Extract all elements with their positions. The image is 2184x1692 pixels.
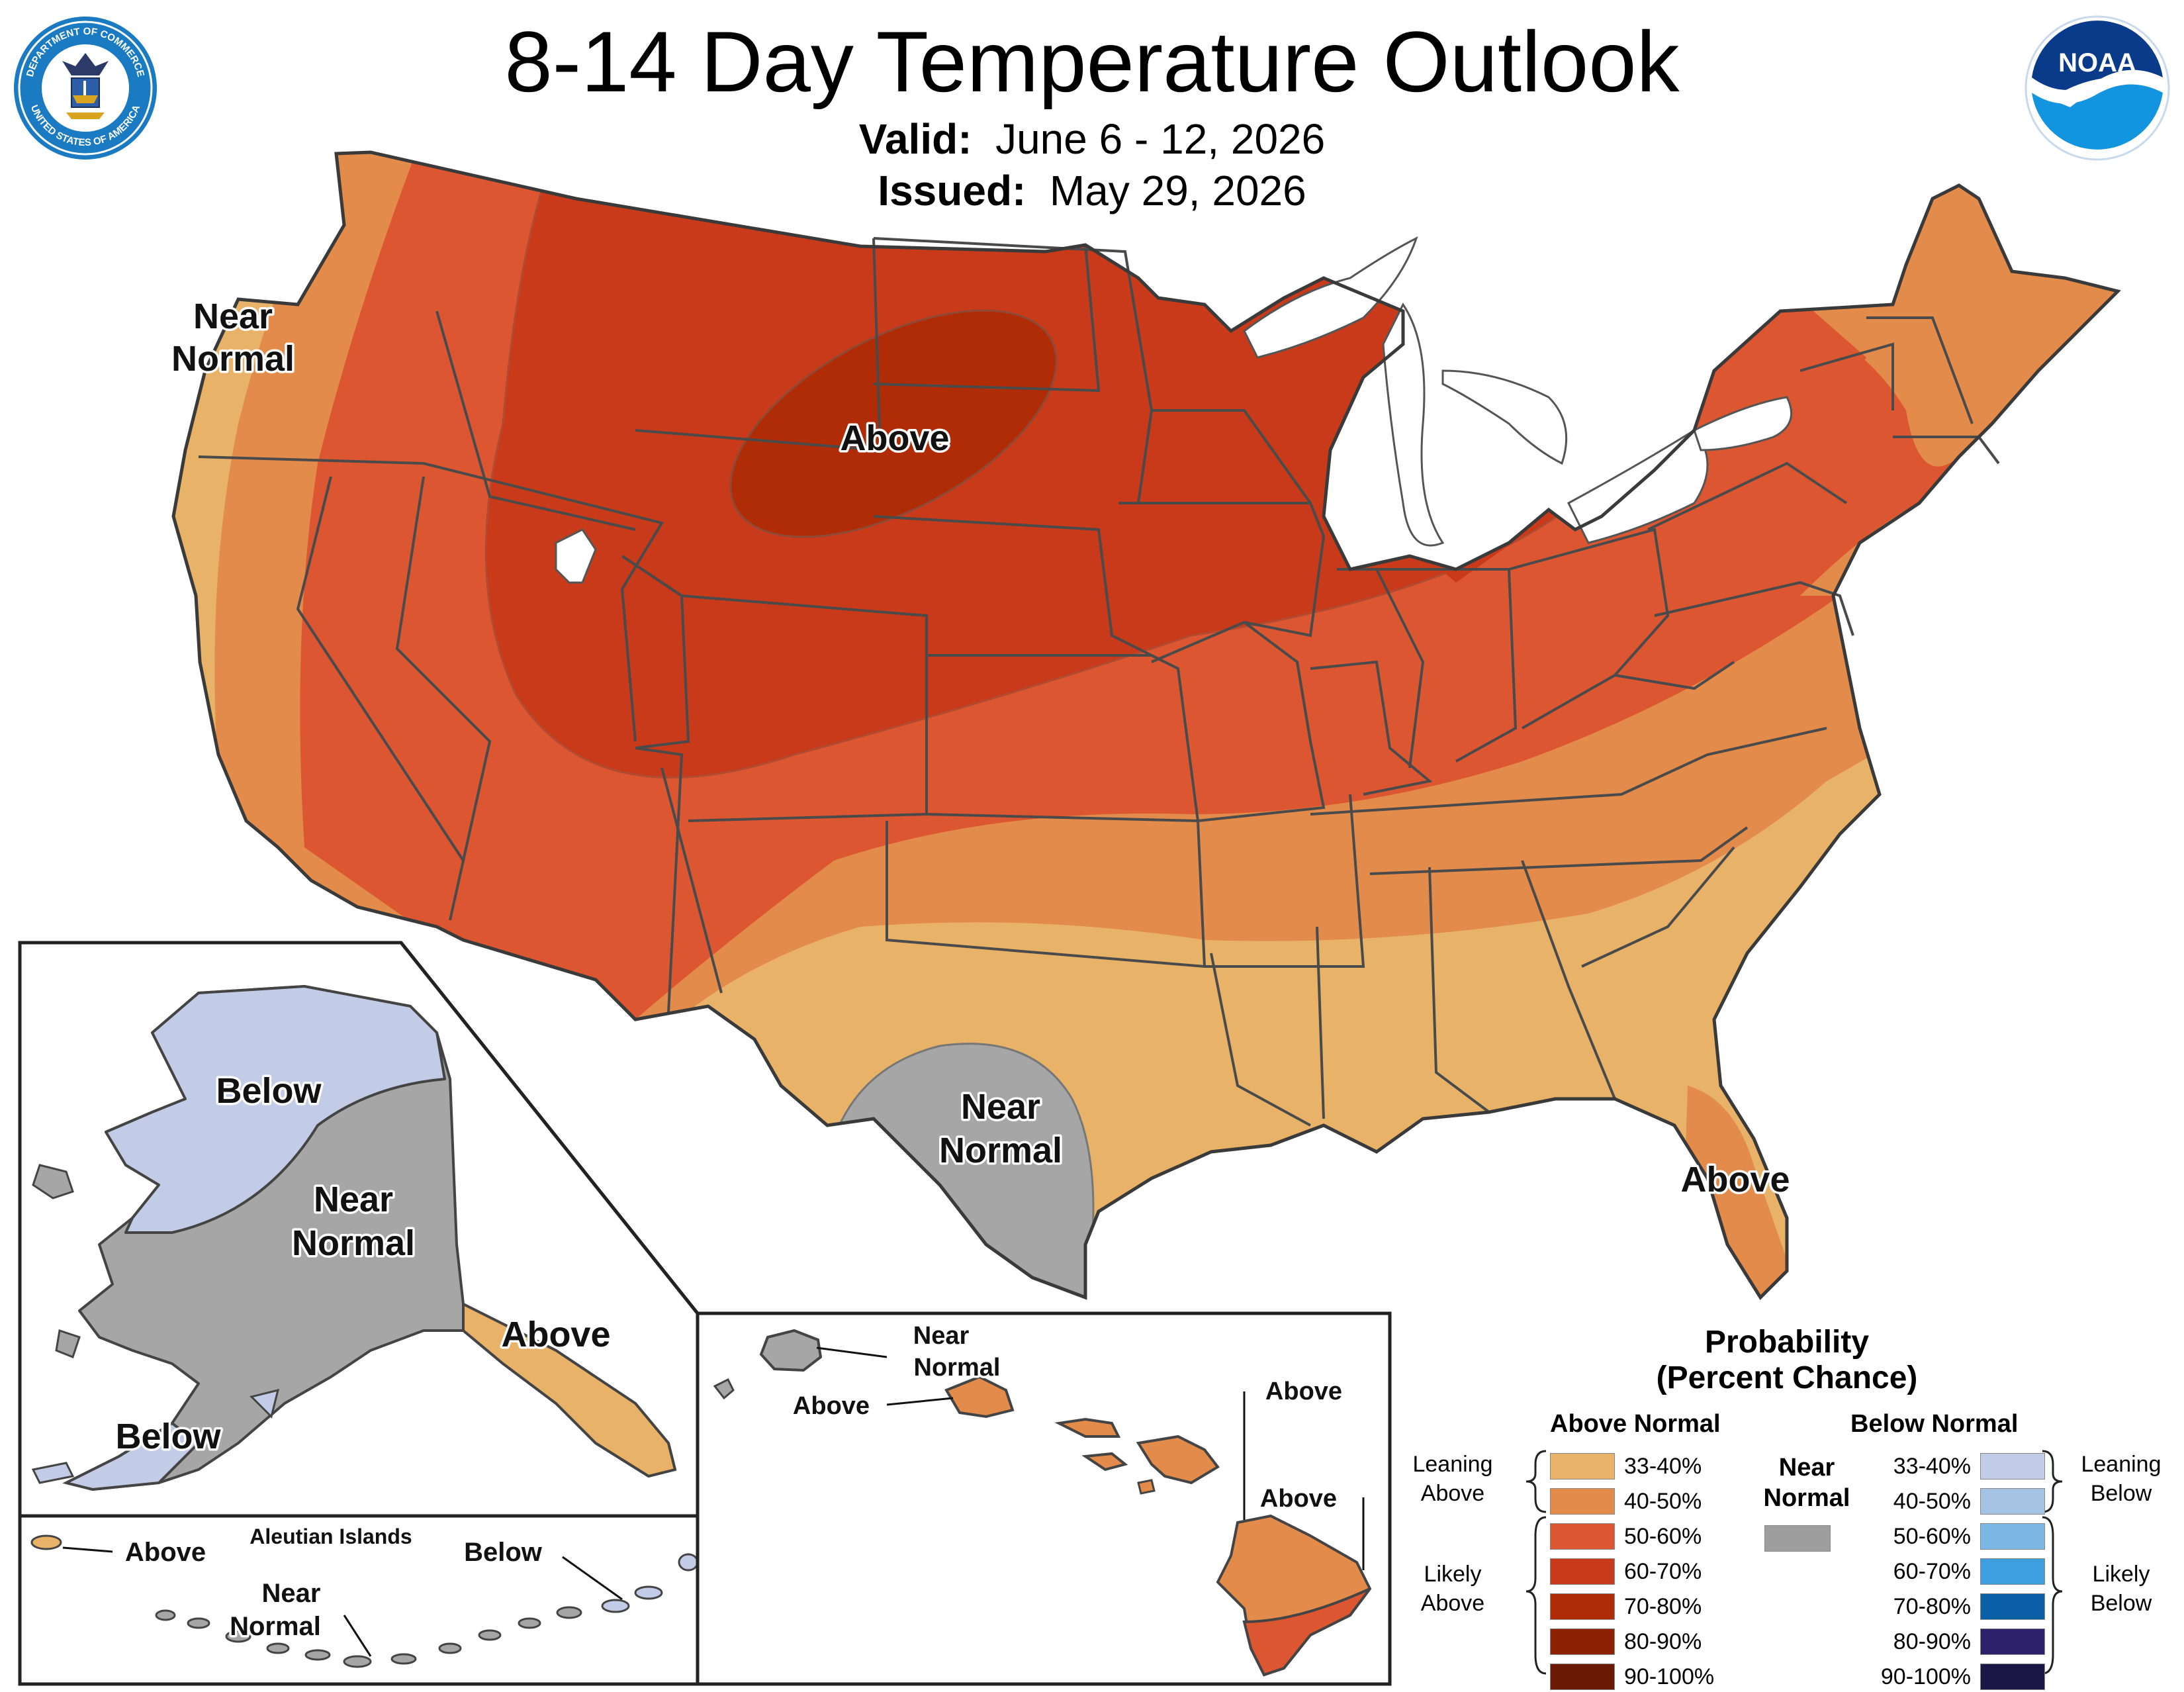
legend-above-row: 60-70% — [1550, 1556, 1702, 1587]
legend-above-row: 33-40% — [1550, 1451, 1702, 1481]
legend-likely-above: Likely Above — [1396, 1560, 1509, 1618]
label-above-center: Above — [840, 418, 949, 458]
legend-above-label: 33-40% — [1624, 1453, 1702, 1479]
legend-above-label: 60-70% — [1624, 1558, 1702, 1584]
issued-value: May 29, 2026 — [1049, 167, 1306, 214]
legend-above-label: 70-80% — [1624, 1593, 1702, 1619]
legend-leaning-below-2: Below — [2090, 1481, 2152, 1506]
legend-below-row: 90-100% — [1866, 1662, 2045, 1692]
legend-below-label: 40-50% — [1893, 1488, 1971, 1514]
label-near-normal-nw-2: Normal — [171, 339, 295, 379]
alaska-label-near-normal-1: Near — [314, 1180, 393, 1219]
label-near-normal-tx-1: Near — [961, 1087, 1040, 1127]
legend-braces — [1525, 1450, 2063, 1675]
aleutian-label-near-normal-1: Near — [262, 1579, 321, 1608]
aleutian-islands — [30, 1534, 699, 1668]
legend-above-label: 50-60% — [1624, 1523, 1702, 1549]
legend-above-row: 90-100% — [1550, 1662, 1714, 1692]
legend-near-normal-swatch — [1764, 1525, 1831, 1552]
legend-leaning-below-1: Leaning — [2081, 1452, 2161, 1477]
valid-value: June 6 - 12, 2026 — [995, 115, 1326, 163]
legend-below-header: Below Normal — [1850, 1410, 2019, 1438]
legend-likely-below-2: Below — [2090, 1591, 2152, 1616]
hawaii-label-near-normal-1: Near — [913, 1322, 970, 1350]
valid-label: Valid: — [858, 115, 972, 163]
legend-below-swatch — [1980, 1664, 2045, 1690]
alaska-inset: Below Near Normal Above Below — [18, 941, 1390, 1686]
hawaii-label-near-normal-2: Normal — [914, 1354, 1001, 1382]
state-boundaries — [198, 237, 2000, 1127]
legend-above-swatch — [1550, 1488, 1615, 1515]
legend-likely-above-1: Likely — [1424, 1562, 1482, 1587]
legend-below-label: 33-40% — [1893, 1453, 1971, 1479]
aleutian-label-below: Below — [464, 1538, 543, 1567]
legend-below-label: 50-60% — [1893, 1523, 1971, 1549]
legend-below-row: 33-40% — [1866, 1451, 2045, 1481]
legend-below-row: 60-70% — [1866, 1556, 2045, 1587]
legend-above-swatch — [1550, 1628, 1615, 1655]
alaska-label-below-sw: Below — [115, 1417, 221, 1456]
legend-below-swatch — [1980, 1558, 2045, 1585]
aleutian-label-above: Above — [125, 1538, 206, 1567]
legend-leaning-above-2: Above — [1420, 1481, 1485, 1506]
alaska-label-above-se: Above — [501, 1315, 610, 1354]
legend-near-header-2: Normal — [1763, 1484, 1850, 1512]
legend-above-row: 70-80% — [1550, 1591, 1702, 1622]
legend-above-swatch — [1550, 1593, 1615, 1620]
legend-below-swatch — [1980, 1593, 2045, 1620]
legend-title-1: Probability — [1704, 1325, 1870, 1360]
legend-above-header: Above Normal — [1550, 1410, 1721, 1438]
legend-below-label: 90-100% — [1880, 1664, 1971, 1689]
label-above-florida: Above — [1680, 1160, 1790, 1199]
legend-above-label: 40-50% — [1624, 1488, 1702, 1514]
issued-date: Issued: May 29, 2026 — [0, 165, 2184, 216]
legend-below-row: 40-50% — [1866, 1486, 2045, 1517]
label-near-normal-tx-2: Normal — [939, 1131, 1062, 1170]
legend-above-swatch — [1550, 1664, 1615, 1690]
noaa-logo: NOAA — [2025, 15, 2170, 161]
legend-above-label: 90-100% — [1624, 1664, 1715, 1689]
legend-leaning-above-1: Leaning — [1412, 1452, 1493, 1477]
legend-below-row: 80-90% — [1866, 1626, 2045, 1657]
probability-legend: Probability (Percent Chance) Above Norma… — [1403, 1324, 2171, 1690]
legend-likely-below: Likely Below — [2065, 1560, 2177, 1618]
legend-above-row: 40-50% — [1550, 1486, 1702, 1517]
legend-below-label: 80-90% — [1893, 1628, 1971, 1654]
legend-above-label: 80-90% — [1624, 1628, 1702, 1654]
legend-above-row: 50-60% — [1550, 1521, 1702, 1552]
valid-dates: Valid: June 6 - 12, 2026 — [0, 114, 2184, 164]
issued-label: Issued: — [878, 167, 1026, 214]
legend-below-row: 50-60% — [1866, 1521, 2045, 1552]
legend-below-swatch — [1980, 1628, 2045, 1655]
legend-above-swatch — [1550, 1558, 1615, 1585]
legend-leaning-above: Leaning Above — [1396, 1450, 1509, 1508]
legend-likely-below-1: Likely — [2092, 1562, 2150, 1587]
legend-above-swatch — [1550, 1453, 1615, 1480]
legend-below-swatch — [1980, 1488, 2045, 1515]
noaa-logo-text: NOAA — [2058, 48, 2136, 77]
alaska-label-below-north: Below — [216, 1071, 322, 1111]
legend-above-row: 80-90% — [1550, 1626, 1702, 1657]
hawaii-inset: Near Normal Above Above Above — [696, 1311, 1392, 1686]
legend-below-row: 70-80% — [1866, 1591, 2045, 1622]
legend-above-swatch — [1550, 1523, 1615, 1550]
label-near-normal-nw-1: Near — [193, 297, 273, 336]
map-title: 8-14 Day Temperature Outlook — [504, 13, 1680, 110]
legend-below-label: 70-80% — [1893, 1593, 1971, 1619]
hawaii-label-above-maui: Above — [1265, 1378, 1342, 1405]
legend-leaning-below: Leaning Below — [2065, 1450, 2177, 1508]
aleutian-title: Aleutian Islands — [250, 1525, 412, 1548]
hawaii-label-above-oahu: Above — [793, 1392, 870, 1420]
legend-likely-above-2: Above — [1420, 1591, 1485, 1616]
legend-below-label: 60-70% — [1893, 1558, 1971, 1584]
legend-below-swatch — [1980, 1523, 2045, 1550]
legend-below-swatch — [1980, 1453, 2045, 1480]
legend-near-header-1: Near — [1778, 1454, 1835, 1481]
legend-title-2: (Percent Chance) — [1656, 1360, 1918, 1395]
commerce-seal-logo: DEPARTMENT OF COMMERCE UNITED STATES OF … — [14, 17, 157, 160]
alaska-label-near-normal-2: Normal — [292, 1223, 415, 1263]
aleutian-label-near-normal-2: Normal — [230, 1612, 321, 1641]
hawaii-label-above-big-island: Above — [1260, 1485, 1337, 1513]
